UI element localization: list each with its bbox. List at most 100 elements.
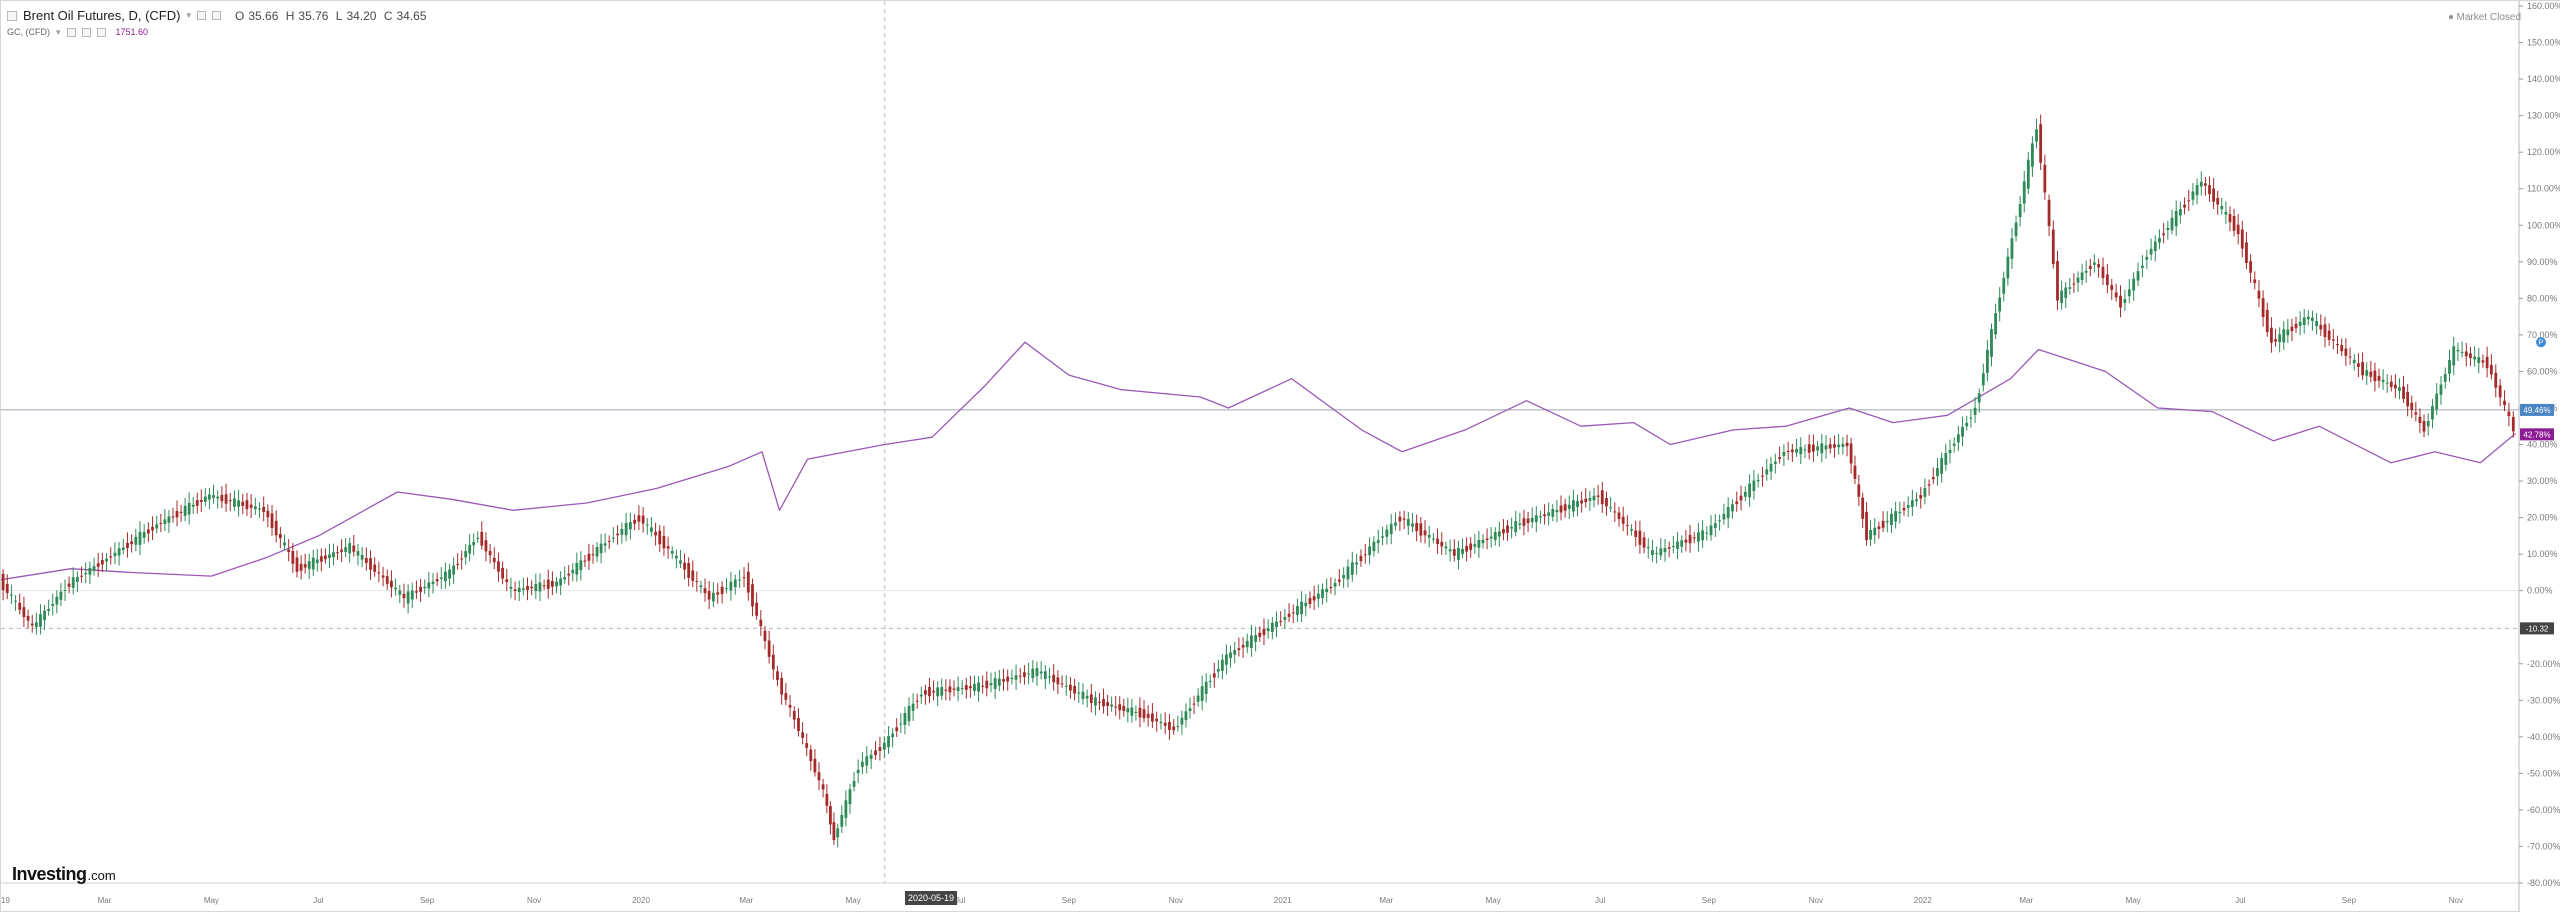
brent-candle-body — [1910, 500, 1914, 507]
brent-candle-body — [1861, 497, 1865, 519]
brent-candle-body — [1308, 597, 1312, 605]
brent-candle-body — [179, 511, 183, 513]
brent-candle-body — [1385, 529, 1389, 537]
brent-candle-body — [1547, 512, 1551, 516]
brent-candle-body — [1514, 521, 1518, 533]
secondary-caret-icon[interactable]: ▾ — [56, 27, 61, 37]
secondary-close-icon[interactable] — [96, 28, 106, 37]
secondary-visibility-icon[interactable] — [66, 28, 76, 37]
brent-candle-body — [817, 772, 821, 781]
brent-candle-body — [1642, 537, 1646, 548]
brent-candle-body — [903, 713, 907, 725]
brent-candle-body — [80, 575, 83, 577]
brent-candle-body — [155, 524, 159, 529]
brent-candle-body — [1233, 650, 1237, 655]
brent-candle-body — [2261, 298, 2265, 318]
brent-candle-body — [75, 576, 79, 582]
brent-candle-body — [940, 687, 944, 696]
brent-candle-body — [1584, 498, 1588, 503]
brent-candle-body — [1457, 547, 1460, 560]
brent-candle-body — [369, 558, 372, 570]
brent-candle-body — [373, 564, 377, 572]
brent-candle-body — [716, 592, 720, 595]
brent-candle-body — [315, 559, 319, 564]
y-tick-label: 90.00% — [2527, 257, 2558, 267]
x-tick-label: Sep — [420, 896, 435, 905]
settings-icon[interactable] — [212, 11, 221, 20]
crosshair-price-tag — [2520, 622, 2554, 635]
brent-candle-body — [2153, 241, 2157, 252]
brent-candle-body — [1676, 541, 1679, 549]
visibility-icon[interactable] — [197, 11, 206, 20]
brent-candle-body — [2187, 200, 2191, 202]
brent-candle-body — [1688, 534, 1692, 544]
brent-candle-body — [755, 602, 759, 616]
brent-candle-body — [869, 754, 873, 760]
brent-candle-body — [1200, 686, 1204, 701]
brent-candle-body — [1245, 640, 1249, 648]
collapse-icon[interactable] — [7, 10, 17, 21]
brent-candle-body — [2494, 372, 2498, 388]
y-tick-label: 130.00% — [2527, 111, 2560, 121]
brent-candle-body — [2352, 359, 2356, 363]
brent-candle-body — [1270, 622, 1274, 632]
brent-candle-body — [805, 743, 809, 748]
investing-logo[interactable]: Investing.com — [12, 864, 116, 885]
brent-candle-body — [1671, 546, 1675, 548]
brent-candle-body — [1906, 505, 1910, 508]
x-tick-label: 2020 — [632, 896, 650, 905]
brent-candle-body — [2084, 270, 2088, 273]
brent-candle-body — [2097, 264, 2101, 268]
brent-candle-body — [2158, 238, 2161, 243]
y-tick-label: -60.00% — [2527, 805, 2560, 815]
brent-candle-body — [2410, 402, 2414, 410]
brent-candle-body — [1098, 701, 1101, 703]
alert-icon[interactable] — [2536, 337, 2546, 348]
brent-candle-body — [1722, 513, 1726, 520]
brent-candle-body — [2191, 191, 2195, 200]
brent-candle-body — [364, 557, 368, 564]
brent-candle-body — [2039, 124, 2043, 163]
brent-candle-body — [923, 690, 927, 695]
brent-candle-body — [1869, 529, 1872, 540]
brent-candle-body — [1266, 628, 1270, 632]
brent-candle-body — [2481, 360, 2485, 363]
brent-candle-body — [2331, 339, 2335, 341]
brent-candle-body — [729, 581, 733, 591]
brent-candle-body — [472, 541, 476, 546]
x-tick-label: Mar — [98, 896, 112, 905]
brent-candle-body — [311, 557, 315, 570]
brent-candle-body — [1229, 652, 1232, 658]
brent-candle-body — [767, 640, 771, 657]
brent-candle-body — [1898, 511, 1902, 514]
brent-candle-body — [654, 531, 657, 536]
brent-candle-body — [2080, 272, 2084, 281]
close-label: C — [383, 8, 393, 23]
brent-candle-body — [550, 581, 554, 587]
brent-candle-body — [1692, 537, 1696, 539]
brent-candle-body — [1596, 495, 1600, 497]
brent-candle-body — [1981, 373, 1985, 386]
brent-candle-body — [203, 496, 207, 502]
brent-candle-body — [997, 678, 1001, 686]
brent-candle-body — [419, 586, 422, 592]
brent-candle-body — [1773, 461, 1777, 465]
brent-candle-body — [1986, 349, 1989, 373]
brent-candle-body — [501, 567, 505, 579]
brent-candle-body — [228, 500, 232, 502]
brent-candle-body — [1368, 546, 1371, 556]
brent-candle-body — [1163, 722, 1167, 726]
brent-candle-body — [1355, 562, 1359, 565]
brent-candle-body — [2315, 321, 2319, 327]
secondary-settings-icon[interactable] — [81, 28, 91, 37]
secondary-price-tag — [2520, 428, 2554, 441]
high-label: H — [285, 8, 295, 23]
brent-candle-body — [1701, 530, 1705, 541]
y-tick-label: 30.00% — [2527, 476, 2558, 486]
brent-candle-body — [1497, 531, 1501, 537]
brent-candle-body — [283, 542, 286, 546]
symbol-caret-icon[interactable]: ▾ — [186, 10, 191, 20]
brent-candle-body — [711, 592, 715, 602]
brent-candle-body — [1651, 550, 1654, 555]
